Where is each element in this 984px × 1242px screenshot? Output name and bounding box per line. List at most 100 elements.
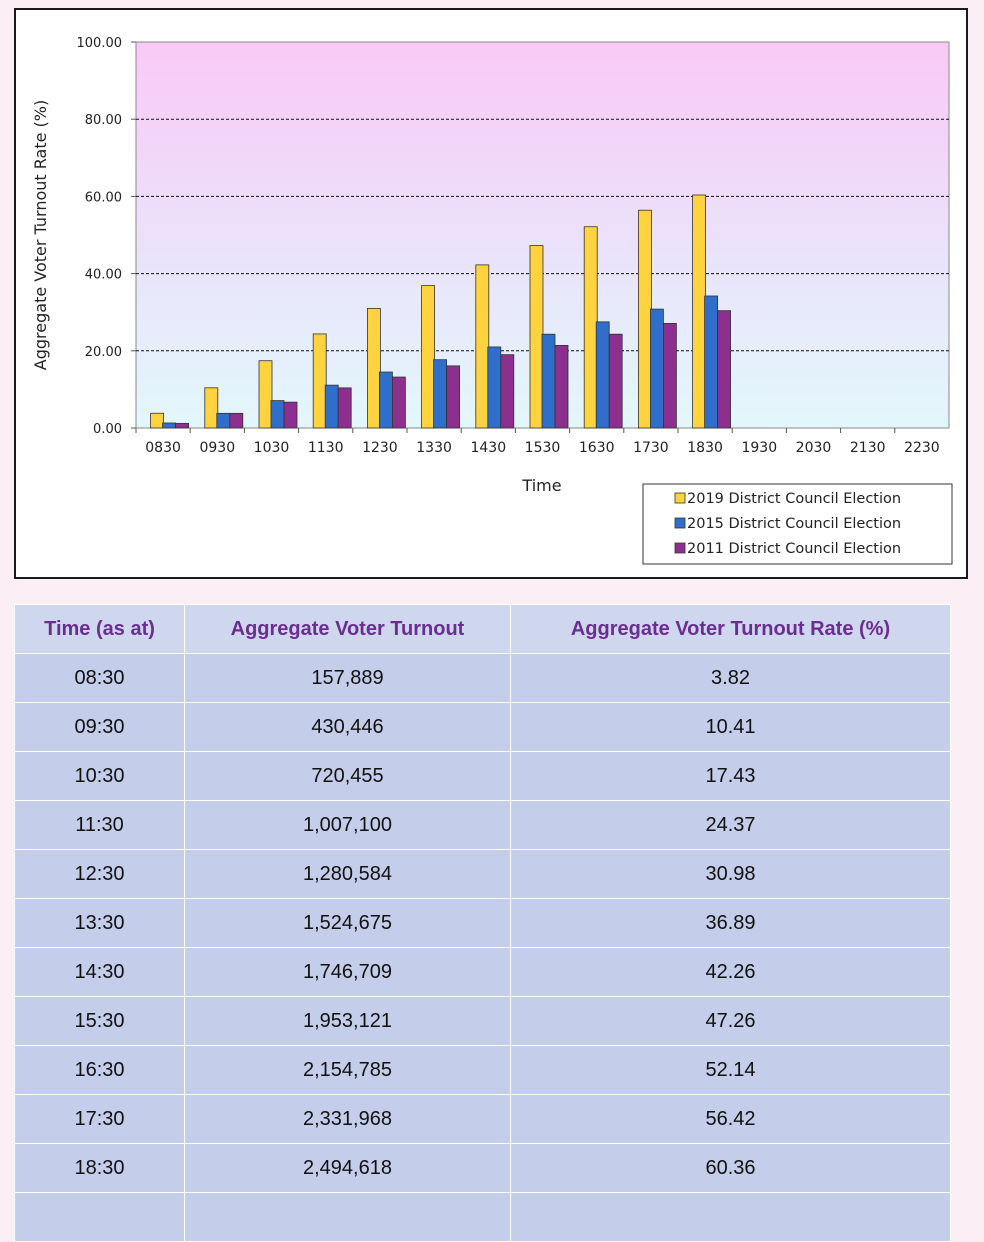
table-row: 15:30 1,953,121 47.26 (14, 996, 951, 1046)
table-row: 12:30 1,280,584 30.98 (14, 849, 951, 899)
bar-2011-0830 (175, 422, 190, 429)
bar-2015-1130 (324, 384, 339, 429)
bar-2019-1130 (312, 333, 327, 429)
cell-turnout: 2,154,785 (184, 1045, 511, 1095)
bar-2019-1330 (421, 285, 436, 429)
x-tick-label: 1530 (525, 440, 561, 456)
bar-2015-1330 (433, 359, 448, 429)
table-row: 13:30 1,524,675 36.89 (14, 898, 951, 948)
table-row: 11:30 1,007,100 24.37 (14, 800, 951, 850)
bar-2015-0830 (162, 422, 177, 429)
bar-2011-1730 (663, 322, 677, 429)
bar-2019-1730 (638, 209, 652, 429)
cell-turnout: 1,746,709 (184, 947, 511, 997)
table-row: 18:30 2,494,618 60.36 (14, 1143, 951, 1193)
x-tick-label: 1730 (633, 440, 669, 456)
cell-rate: 36.89 (510, 898, 951, 948)
y-tick-label: 60.00 (85, 190, 122, 205)
x-tick-label: 0930 (199, 440, 235, 456)
bar-2019-1630 (583, 226, 598, 429)
cell-turnout: 1,953,121 (184, 996, 511, 1046)
header-time: Time (as at) (14, 604, 185, 654)
y-tick-label: 80.00 (85, 113, 122, 128)
x-tick-label: 1030 (254, 440, 290, 456)
chart-frame: 0.00 20.00 40.00 60.00 80.00 100.00 0830 0930 1… (14, 8, 968, 579)
y-tick-label: 20.00 (85, 345, 122, 360)
bar-2011-1530 (554, 344, 569, 429)
cell-time: 16:30 (14, 1045, 185, 1095)
cell-turnout: 430,446 (184, 702, 511, 752)
x-tick-label: 1230 (362, 440, 398, 456)
x-tick-label: 1130 (308, 440, 344, 456)
cell-time: 17:30 (14, 1094, 185, 1144)
x-tick-label: 1930 (741, 440, 777, 456)
legend-swatch-2019 (674, 492, 686, 504)
bar-2011-1630 (608, 333, 623, 429)
x-tick-label: 2030 (796, 440, 832, 456)
bar-2019-1230 (366, 308, 381, 429)
table-row: 14:30 1,746,709 42.26 (14, 947, 951, 997)
cell-rate: 52.14 (510, 1045, 951, 1095)
cell-turnout: 2,494,618 (184, 1143, 511, 1193)
cell-turnout: 1,007,100 (184, 800, 511, 850)
x-tick-label: 2130 (850, 440, 886, 456)
cell-turnout: 1,524,675 (184, 898, 511, 948)
table-header-row: Time (as at) Aggregate Voter Turnout Agg… (14, 604, 951, 654)
bar-2011-1430 (500, 354, 515, 429)
legend-box (642, 483, 953, 565)
bar-2019-0930 (204, 387, 219, 429)
legend-swatch-2015 (674, 517, 686, 529)
bar-2019-1430 (475, 264, 490, 429)
y-tick-label: 0.00 (93, 422, 122, 437)
cell-rate: 24.37 (510, 800, 951, 850)
bar-2019-1830 (692, 194, 706, 429)
bar-2011-1030 (283, 401, 298, 429)
x-tick-label: 1630 (579, 440, 615, 456)
cell-time: 11:30 (14, 800, 185, 850)
x-tick-label: 2230 (904, 440, 940, 456)
cell-rate: 47.26 (510, 996, 951, 1046)
cell-turnout: 1,280,584 (184, 849, 511, 899)
y-tick-label: 100.00 (77, 36, 123, 51)
bar-2019-1030 (258, 360, 273, 429)
legend-swatch-2011 (674, 542, 686, 554)
table-row: 08:30 157,889 3.82 (14, 653, 951, 703)
table-row: 09:30 430,446 10.41 (14, 702, 951, 752)
header-turnout-rate: Aggregate Voter Turnout Rate (%) (510, 604, 951, 654)
turnout-table: Time (as at) Aggregate Voter Turnout Agg… (14, 604, 951, 1242)
x-axis-title: Time (521, 476, 561, 495)
bar-2015-1230 (378, 371, 393, 429)
cell-turnout: 720,455 (184, 751, 511, 801)
cell-rate: 30.98 (510, 849, 951, 899)
cell-rate: 10.41 (510, 702, 951, 752)
bar-2011-0930 (229, 412, 244, 429)
y-axis-title: Aggregate Voter Turnout Rate (%) (31, 100, 50, 370)
bar-2015-1430 (487, 346, 502, 429)
bar-2015-1830 (704, 295, 718, 429)
bar-2015-1030 (270, 400, 285, 429)
cell-turnout: 157,889 (184, 653, 511, 703)
legend-label-2011: 2011 District Council Election (687, 541, 901, 557)
cell-time: 08:30 (14, 653, 185, 703)
x-tick-label: 0830 (145, 440, 181, 456)
bar-2011-1830 (717, 310, 731, 429)
cell-time: 13:30 (14, 898, 185, 948)
cell-turnout: 2,331,968 (184, 1094, 511, 1144)
x-tick-label: 1330 (416, 440, 452, 456)
y-tick-label: 40.00 (85, 268, 122, 283)
cell-rate: 42.26 (510, 947, 951, 997)
bar-2011-1130 (337, 387, 352, 429)
cell-rate: 3.82 (510, 653, 951, 703)
bar-2011-1330 (446, 365, 461, 429)
cell-time: 09:30 (14, 702, 185, 752)
legend: 2019 District Council Election 2015 Dist… (642, 483, 953, 565)
legend-label-2015: 2015 District Council Election (687, 516, 901, 532)
cell-rate: 17.43 (510, 751, 951, 801)
bar-2019-1530 (529, 245, 544, 429)
bar-2015-1530 (541, 333, 556, 429)
bar-2015-1630 (595, 321, 610, 429)
x-tick-label: 1830 (687, 440, 723, 456)
x-tick-label: 1430 (470, 440, 506, 456)
bar-2019-0830 (150, 412, 165, 429)
bar-2011-1230 (391, 376, 406, 429)
